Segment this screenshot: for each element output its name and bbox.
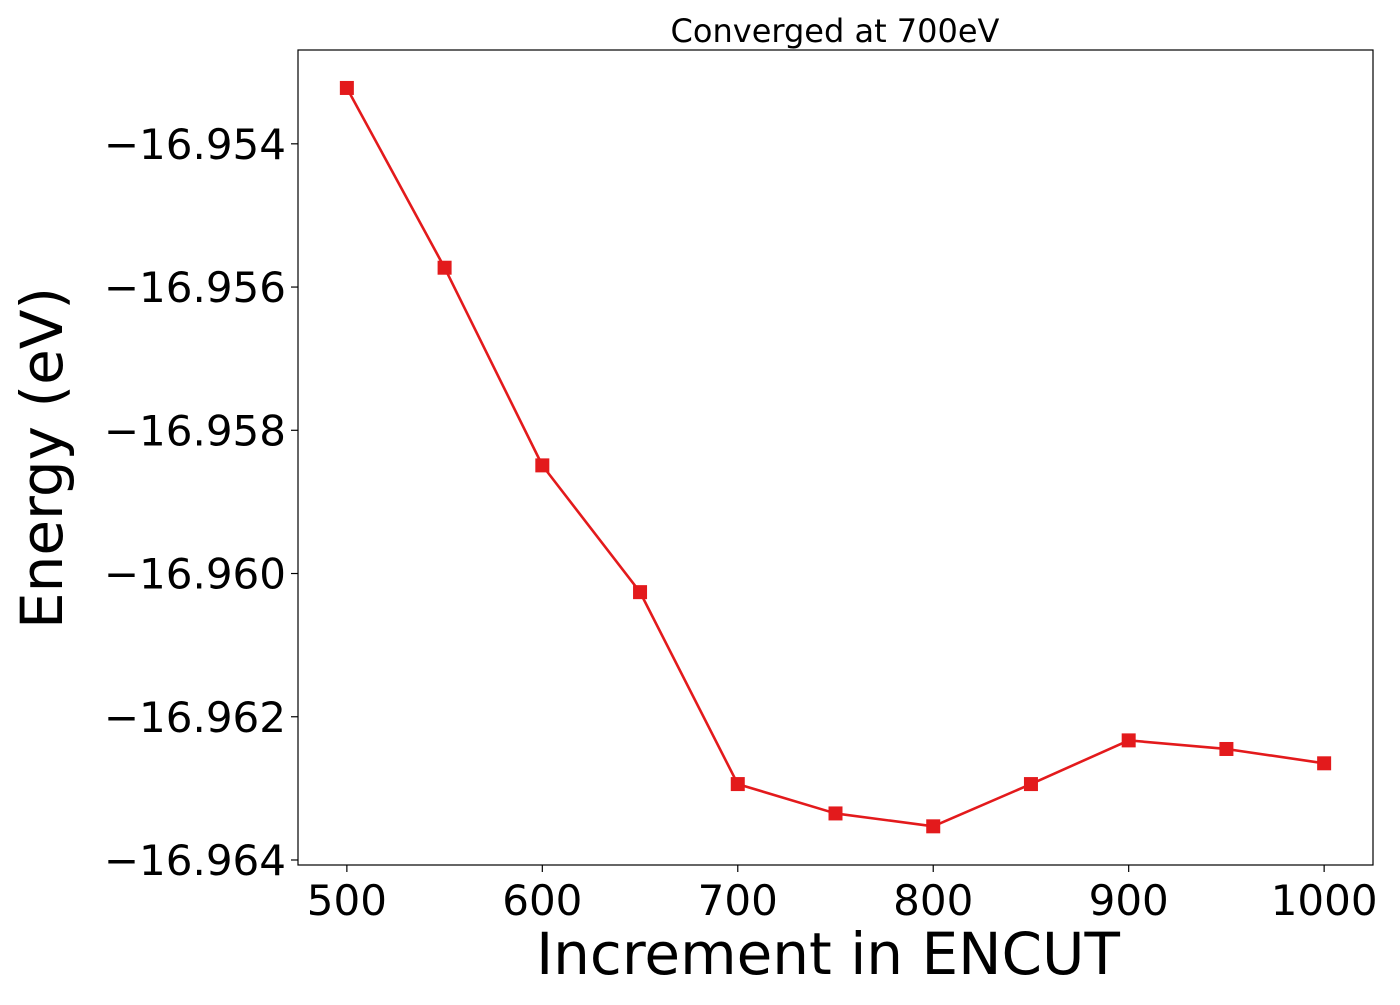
data-point-marker xyxy=(730,777,745,792)
x-tick-label: 1000 xyxy=(1271,876,1378,925)
y-tick-label: −16.954 xyxy=(104,120,286,169)
data-point-marker xyxy=(1023,777,1038,792)
data-point-marker xyxy=(1121,733,1136,748)
plot-area xyxy=(297,49,1374,866)
y-tick-label: −16.956 xyxy=(104,263,286,312)
x-tick-label: 500 xyxy=(307,876,387,925)
y-tick-label: −16.964 xyxy=(104,836,286,885)
x-axis: 500 600 700 800 900 1000 xyxy=(307,865,1378,925)
y-axis: −16.954 −16.956 −16.958 −16.960 −16.962 −16.9… xyxy=(104,120,298,885)
data-point-marker xyxy=(339,80,354,95)
x-tick-label: 600 xyxy=(502,876,582,925)
data-point-marker xyxy=(535,458,550,473)
plot-frame xyxy=(297,49,1374,866)
data-point-marker xyxy=(926,819,941,834)
series-layer xyxy=(339,80,1332,834)
x-tick-label: 800 xyxy=(893,876,973,925)
series-line xyxy=(345,87,1325,828)
y-axis-label: Energy (eV) xyxy=(8,287,76,629)
x-axis-label: Increment in ENCUT xyxy=(536,920,1120,988)
y-tick-label: −16.960 xyxy=(104,550,286,599)
data-point-marker xyxy=(633,585,648,600)
data-point-marker xyxy=(1317,756,1332,771)
data-point-marker xyxy=(437,260,452,275)
y-tick-label: −16.962 xyxy=(104,693,286,742)
chart-title: Converged at 700eV xyxy=(671,12,1000,50)
data-point-marker xyxy=(828,806,843,821)
x-tick-label: 700 xyxy=(698,876,778,925)
x-tick-label: 900 xyxy=(1089,876,1169,925)
data-point-marker xyxy=(1219,741,1234,756)
y-tick-label: −16.958 xyxy=(104,406,286,455)
